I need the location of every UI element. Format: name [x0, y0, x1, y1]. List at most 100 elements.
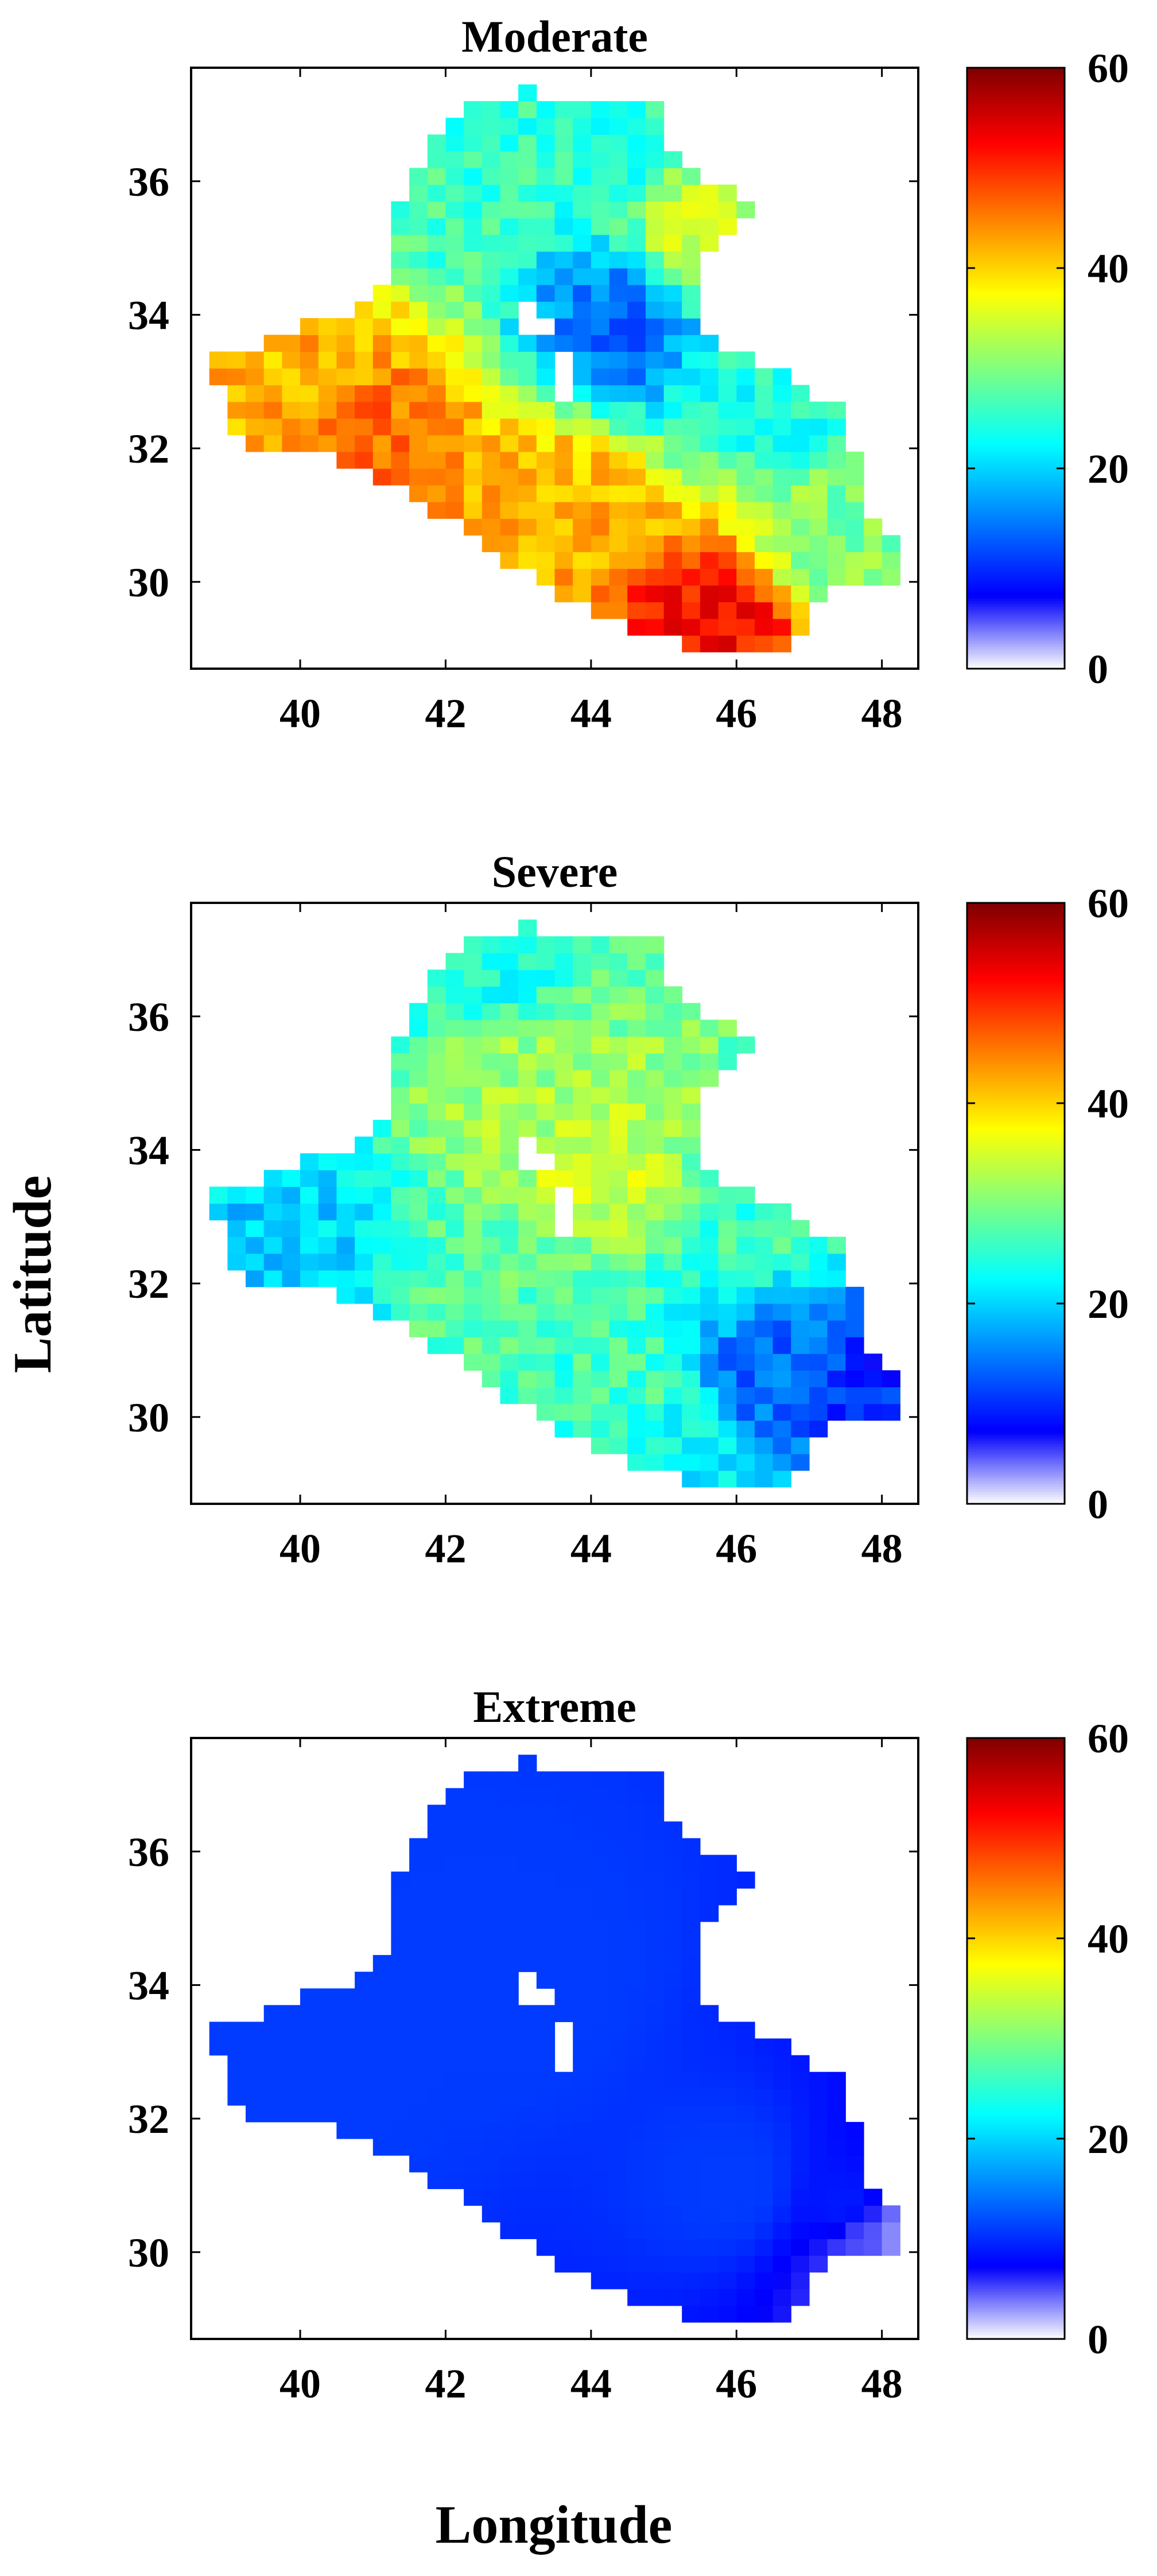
colorbar-band — [967, 423, 1065, 426]
heatmap-cell — [609, 602, 628, 619]
heatmap-cell — [754, 1337, 774, 1354]
heatmap-cell — [718, 535, 737, 552]
heatmap-cell — [772, 1303, 791, 1321]
colorbar-band — [967, 366, 1065, 369]
heatmap-cell — [591, 184, 610, 202]
colorbar-band — [967, 631, 1065, 634]
heatmap-cell — [645, 1938, 665, 1956]
heatmap-cell — [536, 1253, 556, 1271]
heatmap-cell — [372, 451, 392, 469]
heatmap-cell — [663, 618, 682, 636]
heatmap-cell — [809, 468, 828, 486]
heatmap-cell — [573, 1153, 592, 1170]
heatmap-cell — [227, 2055, 246, 2073]
colorbar-band — [967, 2046, 1065, 2049]
heatmap-cell — [445, 2105, 464, 2123]
colorbar-band — [967, 1346, 1065, 1349]
heatmap-cell — [609, 1136, 628, 1154]
heatmap-cell — [573, 2139, 592, 2156]
heatmap-cell — [573, 401, 592, 419]
heatmap-cell — [300, 2055, 319, 2073]
heatmap-cell — [445, 1203, 464, 1221]
heatmap-cell — [663, 1153, 682, 1170]
heatmap-cell — [518, 1888, 537, 1906]
heatmap-cell — [427, 318, 447, 335]
heatmap-cell — [573, 502, 592, 519]
heatmap-cell — [718, 1470, 737, 1488]
heatmap-cell — [591, 518, 610, 536]
colorbar-band — [967, 388, 1065, 391]
heatmap-cell — [445, 1888, 464, 1906]
heatmap-cell — [591, 2239, 610, 2256]
colorbar-band — [967, 1298, 1065, 1302]
colorbar-band — [967, 1740, 1065, 1744]
colorbar-band — [967, 1921, 1065, 1924]
heatmap-cell — [663, 218, 682, 235]
heatmap-cell — [355, 368, 374, 386]
heatmap-cell — [554, 568, 573, 586]
heatmap-cell — [682, 552, 701, 569]
heatmap-cell — [427, 1921, 447, 1939]
heatmap-cell — [627, 1253, 646, 1271]
colorbar-band — [967, 1065, 1065, 1069]
heatmap-cell — [427, 2071, 447, 2089]
heatmap-cell — [809, 2189, 828, 2206]
heatmap-cell — [464, 1921, 483, 1939]
colorbar-band — [967, 200, 1065, 204]
heatmap-cell — [645, 1286, 665, 1304]
heatmap-cell — [482, 251, 501, 269]
heatmap-cell — [482, 1253, 501, 1271]
colorbar-band — [967, 150, 1065, 154]
heatmap-cell — [318, 351, 337, 369]
heatmap-cell — [754, 2038, 774, 2056]
heatmap-cell — [864, 1370, 883, 1387]
heatmap-cell — [518, 1921, 537, 1939]
heatmap-cell — [827, 1320, 846, 1337]
heatmap-cell — [518, 84, 537, 102]
heatmap-cell — [573, 1972, 592, 1989]
heatmap-cell — [791, 1370, 810, 1387]
heatmap-cell — [482, 218, 501, 235]
heatmap-cell — [573, 201, 592, 219]
colorbar-band — [967, 2075, 1065, 2080]
heatmap-cell — [772, 451, 791, 469]
colorbar-band — [967, 543, 1065, 547]
heatmap-cell — [627, 1871, 646, 1889]
heatmap-cell — [736, 618, 755, 636]
heatmap-cell — [536, 234, 556, 252]
colorbar-band — [967, 405, 1065, 409]
colorbar-band — [967, 2084, 1065, 2087]
heatmap-cell — [518, 2172, 537, 2189]
heatmap-cell — [700, 418, 719, 436]
colorbar-band — [967, 538, 1065, 542]
heatmap-cell — [682, 1053, 701, 1070]
axes-box — [190, 1737, 919, 2340]
heatmap-cell — [391, 1921, 410, 1939]
heatmap-cell — [246, 1220, 265, 1237]
heatmap-cell — [464, 1303, 483, 1321]
heatmap-cell — [627, 618, 646, 636]
heatmap-cell — [573, 451, 592, 469]
heatmap-cell — [682, 2121, 701, 2139]
heatmap-cell — [263, 2088, 282, 2106]
heatmap-cell — [645, 2139, 665, 2156]
heatmap-cell — [427, 1203, 447, 1221]
heatmap-cell — [609, 969, 628, 987]
heatmap-cell — [700, 351, 719, 369]
heatmap-cell — [482, 1036, 501, 1054]
heatmap-cell — [736, 1370, 755, 1387]
heatmap-cell — [663, 485, 682, 502]
colorbar-band — [967, 1341, 1065, 1344]
heatmap-cell — [554, 1337, 573, 1354]
colorbar-band — [967, 1805, 1065, 1809]
heatmap-cell — [500, 2189, 519, 2206]
colorbar-band — [967, 263, 1065, 266]
heatmap-cell — [482, 2205, 501, 2222]
heatmap-cell — [591, 1403, 610, 1421]
colorbar-band — [967, 588, 1065, 592]
heatmap-cell — [409, 2038, 428, 2056]
heatmap-cell — [809, 485, 828, 502]
heatmap-cell — [754, 2222, 774, 2240]
heatmap-cell — [336, 1220, 355, 1237]
